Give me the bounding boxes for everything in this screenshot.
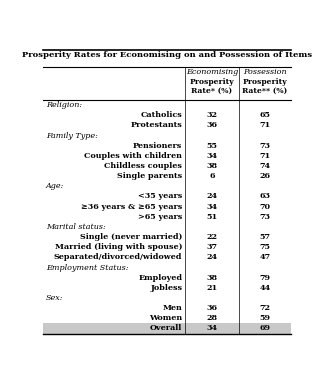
Text: 37: 37 xyxy=(206,243,217,251)
Text: 38: 38 xyxy=(206,274,217,282)
Text: Family Type:: Family Type: xyxy=(46,132,98,139)
Text: 79: 79 xyxy=(259,274,271,282)
Text: 34: 34 xyxy=(206,324,217,332)
Text: >65 years: >65 years xyxy=(138,213,182,221)
Text: Couples with children: Couples with children xyxy=(84,152,182,160)
Text: 28: 28 xyxy=(206,314,217,322)
Text: 36: 36 xyxy=(206,121,217,129)
Text: 38: 38 xyxy=(206,162,217,170)
Text: 71: 71 xyxy=(259,121,271,129)
Text: 24: 24 xyxy=(206,192,217,200)
Text: Prosperity
Rate** (%): Prosperity Rate** (%) xyxy=(242,77,288,95)
Text: 59: 59 xyxy=(259,314,271,322)
Bar xyxy=(43,323,291,333)
Text: Sex:: Sex: xyxy=(46,294,63,302)
Text: Childless couples: Childless couples xyxy=(104,162,182,170)
Text: Pensioners: Pensioners xyxy=(133,142,182,150)
Text: Single parents: Single parents xyxy=(117,172,182,180)
Text: 57: 57 xyxy=(259,233,271,241)
Text: Protestants: Protestants xyxy=(130,121,182,129)
Text: Employed: Employed xyxy=(138,274,182,282)
Text: 47: 47 xyxy=(259,253,271,262)
Text: ≥36 years & ≥65 years: ≥36 years & ≥65 years xyxy=(81,203,182,211)
Text: 71: 71 xyxy=(259,152,271,160)
Text: Employment Status:: Employment Status: xyxy=(46,263,128,271)
Text: Religion:: Religion: xyxy=(46,101,82,109)
Text: Marital status:: Marital status: xyxy=(46,223,106,231)
Text: 44: 44 xyxy=(259,284,271,292)
Text: 73: 73 xyxy=(259,213,271,221)
Text: 26: 26 xyxy=(259,172,271,180)
Text: Jobless: Jobless xyxy=(150,284,182,292)
Text: 55: 55 xyxy=(206,142,217,150)
Text: Catholics: Catholics xyxy=(141,111,182,119)
Text: Separated/divorced/widowed: Separated/divorced/widowed xyxy=(54,253,182,262)
Text: 34: 34 xyxy=(206,152,217,160)
Text: 36: 36 xyxy=(206,304,217,312)
Text: 24: 24 xyxy=(206,253,217,262)
Text: <35 years: <35 years xyxy=(138,192,182,200)
Text: 63: 63 xyxy=(259,192,271,200)
Text: Economising: Economising xyxy=(186,68,238,76)
Text: Women: Women xyxy=(149,314,182,322)
Text: 51: 51 xyxy=(206,213,217,221)
Text: Prosperity Rates for Economising on and Possession of Items: Prosperity Rates for Economising on and … xyxy=(22,51,312,59)
Text: Married (living with spouse): Married (living with spouse) xyxy=(55,243,182,251)
Text: Age:: Age: xyxy=(46,182,64,191)
Text: 69: 69 xyxy=(259,324,271,332)
Text: Men: Men xyxy=(162,304,182,312)
Text: Possession: Possession xyxy=(243,68,287,76)
Text: 34: 34 xyxy=(206,203,217,211)
Text: 74: 74 xyxy=(259,162,271,170)
Text: 72: 72 xyxy=(259,304,271,312)
Text: 21: 21 xyxy=(206,284,217,292)
Text: 70: 70 xyxy=(259,203,271,211)
Text: 22: 22 xyxy=(206,233,217,241)
Text: Single (never married): Single (never married) xyxy=(80,233,182,241)
Text: 32: 32 xyxy=(206,111,217,119)
Text: 75: 75 xyxy=(259,243,271,251)
Text: 65: 65 xyxy=(259,111,271,119)
Text: Prosperity
Rate* (%): Prosperity Rate* (%) xyxy=(190,77,234,95)
Text: Overall: Overall xyxy=(150,324,182,332)
Text: 73: 73 xyxy=(259,142,271,150)
Text: 6: 6 xyxy=(209,172,215,180)
